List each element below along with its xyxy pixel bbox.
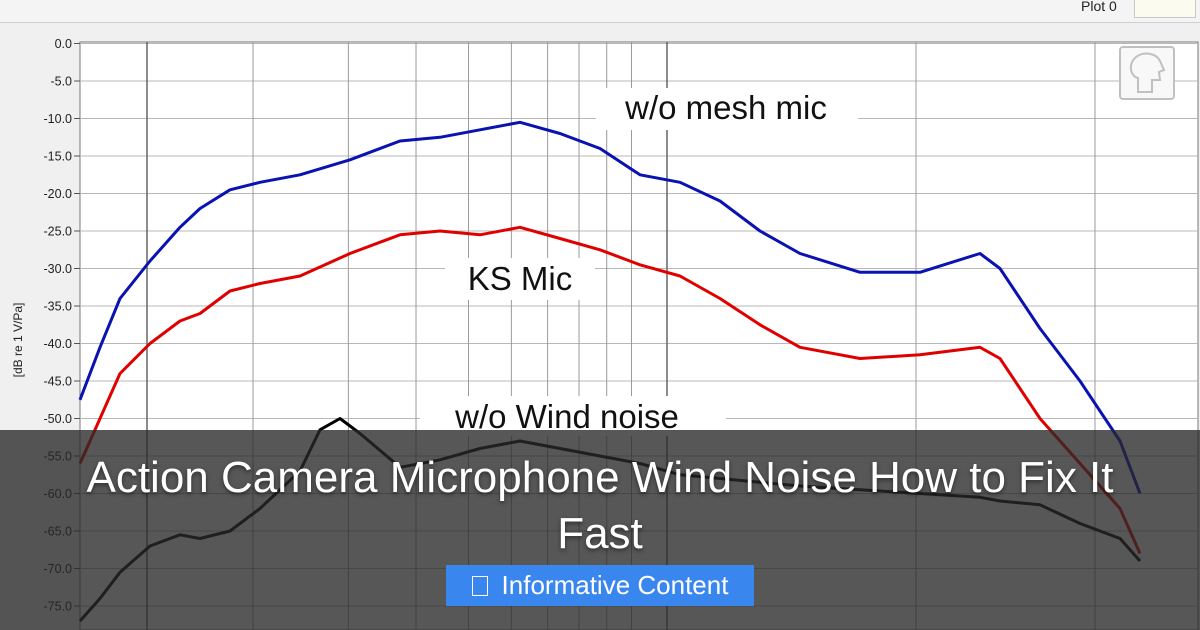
y-tick-label: -15.0 [44, 150, 73, 164]
annotation-wind-bg [420, 396, 726, 436]
y-tick-label: -30.0 [44, 262, 73, 276]
person-icon [1119, 46, 1175, 100]
y-tick-label: -50.0 [44, 412, 73, 426]
page-title: Action Camera Microphone Wind Noise How … [86, 453, 1114, 558]
plot-tab-indicator[interactable] [1134, 0, 1196, 18]
document-icon [471, 576, 488, 596]
y-axis-label: [dB re 1 V/Pa] [11, 303, 25, 378]
series-line-1 [78, 225, 1142, 555]
annotation-ks-mic: KS Mic [468, 260, 573, 297]
y-tick-label: -20.0 [44, 187, 73, 201]
y-tick-label: 0.0 [55, 37, 72, 51]
toolbar-strip: Plot 0 [0, 0, 1200, 23]
y-tick-label: -45.0 [44, 375, 73, 389]
y-tick-label: -35.0 [44, 300, 73, 314]
y-tick-label: -10.0 [44, 112, 73, 126]
y-tick-label: -40.0 [44, 337, 73, 351]
series-line-0 [78, 120, 1142, 495]
annotation-mesh-bg [596, 88, 858, 130]
category-badge[interactable]: Informative Content [446, 565, 754, 606]
plot-tab-label[interactable]: Plot 0 [1081, 0, 1117, 14]
annotation-ks-bg [445, 258, 595, 300]
annotation-mesh-mic: w/o mesh mic [624, 89, 827, 126]
y-tick-label: -25.0 [44, 225, 73, 239]
badge-label: Informative Content [501, 570, 729, 600]
annotation-wind-noise: w/o Wind noise [454, 398, 679, 435]
y-tick-label: -5.0 [50, 75, 72, 89]
